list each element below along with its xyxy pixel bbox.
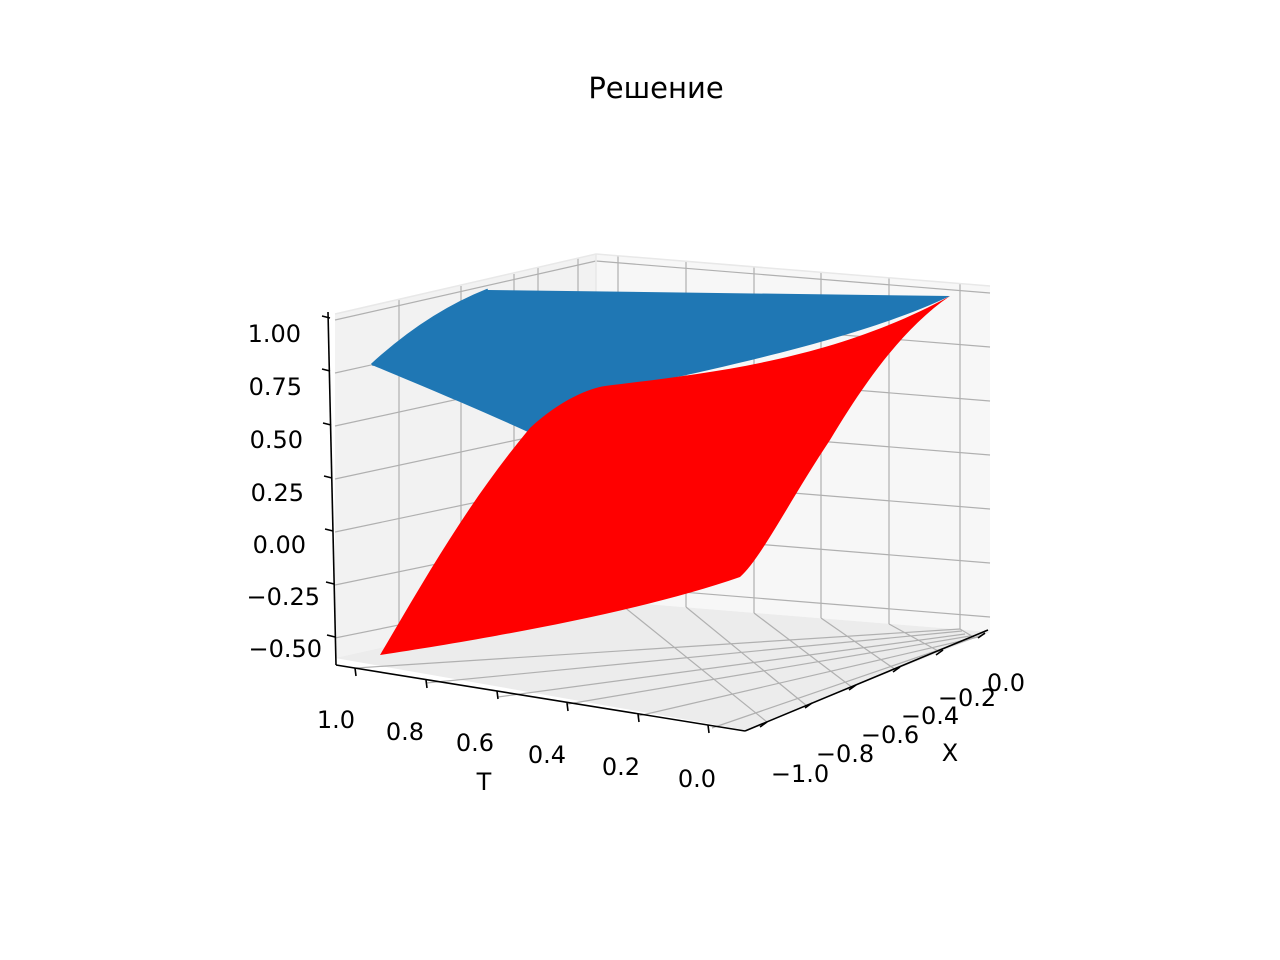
- z-tick-label: 0.25: [251, 479, 304, 507]
- grid-z-r-1: [595, 260, 991, 294]
- z-tick-label: 0.75: [249, 373, 302, 401]
- z-tick-mark: [326, 634, 336, 638]
- z-axis-line: [327, 311, 337, 666]
- grid-floor-t-1: [355, 628, 961, 669]
- x-axis-label: X: [942, 739, 958, 767]
- series-blue-surface: [370, 288, 950, 432]
- grid-floor-x-1: [617, 601, 768, 723]
- x-tick-mark: [977, 632, 986, 639]
- z-tick-label: 0.50: [250, 426, 303, 454]
- surface-blue-edge: [370, 288, 489, 367]
- t-tick-mark: [354, 667, 357, 677]
- z-tick-mark: [324, 528, 334, 532]
- t-tick-mark: [707, 724, 710, 734]
- x-tick-mark: [892, 666, 901, 673]
- grid-floor-x-2: [685, 606, 808, 707]
- z-tick-mark: [321, 368, 331, 372]
- chart-title: Решение: [588, 71, 723, 105]
- z-tick-label: 1.00: [248, 320, 301, 348]
- t-tick-mark: [566, 702, 569, 712]
- x-axis-line: [744, 629, 989, 732]
- x-tick-label: −0.6: [861, 721, 919, 749]
- z-tick-label: −0.50: [248, 635, 322, 663]
- grid-floor-x-3: [753, 612, 854, 689]
- z-tick-labels: 1.00 0.75 0.50 0.25 0.00 −0.25 −0.50: [246, 320, 322, 663]
- t-tick-labels: 1.0 0.8 0.6 0.4 0.2 0.0: [317, 706, 716, 793]
- x-tick-label: −0.4: [901, 702, 959, 730]
- x-tick-mark: [804, 702, 813, 709]
- grid-floor-t-4: [567, 635, 971, 705]
- surface-red: [380, 296, 950, 655]
- x-tick-mark: [759, 721, 768, 728]
- t-tick-label: 0.2: [602, 753, 640, 781]
- grid-floor-x-4: [820, 617, 897, 671]
- x-tick-label: 0.0: [987, 669, 1025, 697]
- t-axis-label: T: [476, 768, 492, 796]
- t-tick-mark: [637, 713, 640, 723]
- t-tick-label: 0.4: [528, 741, 566, 769]
- x-tick-label: −0.8: [816, 740, 874, 768]
- series-red-surface: [380, 296, 950, 655]
- t-tick-label: 1.0: [317, 706, 355, 734]
- x-tick-label: −0.2: [938, 684, 996, 712]
- t-tick-mark: [425, 679, 428, 689]
- z-tick-label: −0.25: [246, 583, 320, 611]
- grid-floor-t-2: [425, 630, 963, 684]
- z-tick-mark: [322, 422, 332, 426]
- t-tick-label: 0.0: [678, 765, 716, 793]
- grid-floor-t-5: [637, 636, 979, 717]
- t-tick-label: 0.6: [456, 729, 494, 757]
- grid-z-l-1: [334, 260, 597, 321]
- surface-blue: [372, 290, 950, 432]
- z-tick-label: 0.00: [253, 531, 306, 559]
- x-tick-label: −1.0: [771, 760, 829, 788]
- z-tick-mark: [321, 315, 331, 319]
- t-axis-line: [335, 664, 746, 732]
- x-tick-labels: −1.0 −0.8 −0.6 −0.4 −0.2 0.0: [771, 669, 1025, 788]
- grid-floor-t-3: [497, 633, 966, 698]
- t-tick-mark: [496, 690, 499, 700]
- tick-marks: [321, 315, 986, 734]
- z-tick-mark: [323, 475, 333, 479]
- x-tick-mark: [935, 649, 944, 656]
- z-tick-mark: [325, 581, 335, 585]
- t-tick-label: 0.8: [386, 718, 424, 746]
- x-tick-mark: [848, 684, 857, 691]
